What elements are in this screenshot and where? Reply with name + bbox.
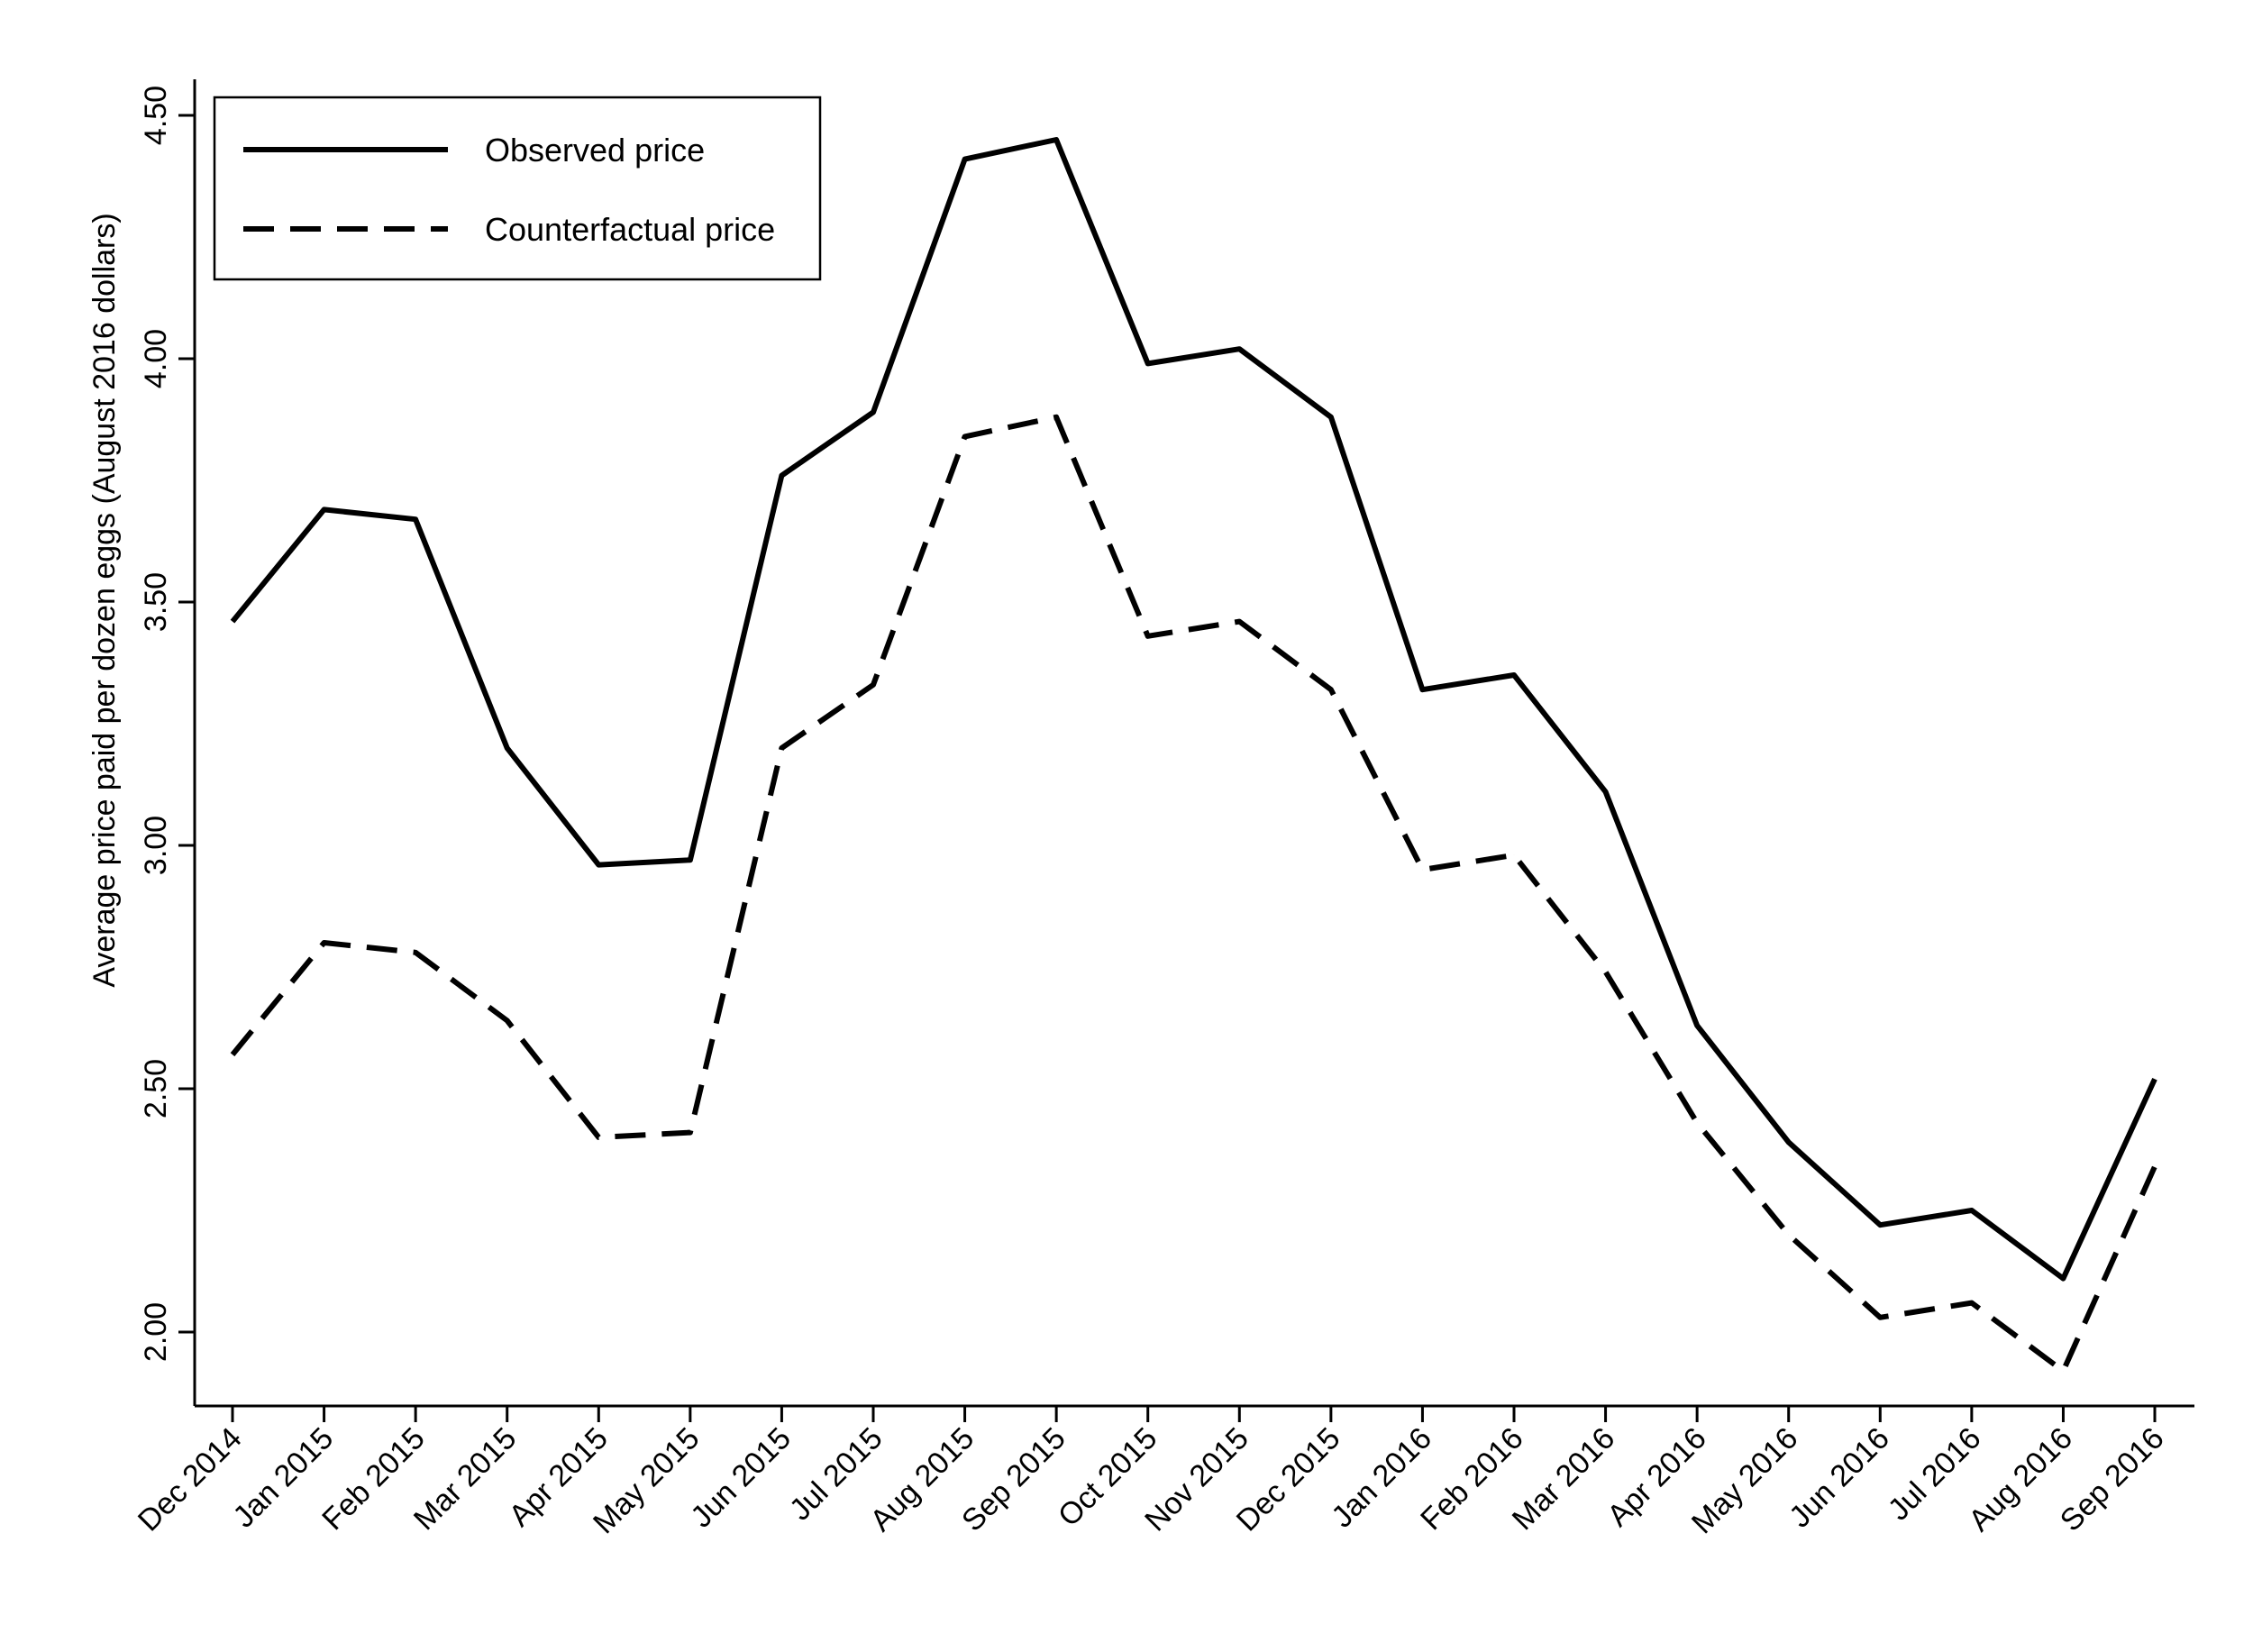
y-tick-label: 2.50 — [139, 1059, 173, 1118]
y-tick-label: 4.50 — [139, 86, 173, 145]
x-tick-label: Jun 2016 — [1783, 1421, 1896, 1535]
y-tick-label: 3.50 — [139, 572, 173, 632]
y-tick-label: 2.00 — [139, 1302, 173, 1362]
x-tick-label: Mar 2016 — [1506, 1421, 1621, 1537]
series-line-counterfactual — [230, 414, 2157, 1374]
y-axis-title: Average price paid per dozen eggs (Augus… — [87, 213, 122, 987]
legend-label-counterfactual: Counterfactual price — [485, 211, 775, 248]
y-tick-label: 4.00 — [139, 329, 173, 388]
y-tick-label: 3.00 — [139, 816, 173, 875]
legend-box — [213, 96, 822, 281]
legend: Observed price Counterfactual price — [213, 96, 822, 281]
x-tick-label: Dec 2014 — [132, 1421, 249, 1538]
x-tick-label: Mar 2015 — [407, 1421, 523, 1537]
series-line-observed — [230, 137, 2157, 1282]
series-lines — [230, 137, 2157, 1374]
y-axis: 2.00 2.50 3.00 3.50 4.00 4.50 — [139, 79, 196, 1406]
x-tick-label: Jun 2015 — [684, 1421, 798, 1535]
legend-label-observed: Observed price — [485, 132, 705, 169]
